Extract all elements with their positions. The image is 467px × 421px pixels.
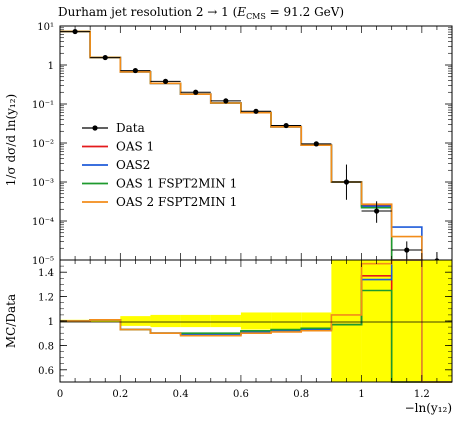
data-point [102, 54, 108, 61]
uncertainty-band-bin [391, 260, 422, 382]
main-y-tick-label: 1 [48, 61, 54, 72]
data-point [343, 179, 350, 185]
data-point [72, 28, 78, 35]
uncertainty-band-bin [120, 316, 151, 326]
data-point [132, 67, 138, 74]
ratio-y-tick-label: 1 [48, 317, 54, 328]
x-ticks: 0 0.2 0.4 0.6 0.8 1 1.2 [57, 26, 453, 400]
legend: Data OAS 1 OAS2 OAS 1 FSPT2MIN 1 OAS 2 FSPT2… [82, 121, 237, 209]
main-panel: 10¹ 1 10⁻¹ 10⁻² 10⁻³ 10⁻⁴ 10⁻⁵ Data OAS 1 OAS2 OA… [32, 22, 453, 272]
title-e: E [236, 5, 246, 19]
main-y-tick-label: 10⁻² [32, 139, 54, 150]
x-axis-label: −ln(y₁₂) [405, 401, 452, 415]
uncertainty-band-bin [271, 312, 302, 330]
legend-marker-data [92, 125, 98, 131]
ratio-y-tick-label: 0.8 [38, 341, 54, 352]
legend-label-oas2: OAS2 [116, 158, 150, 172]
main-y-tick-label: 10⁻³ [32, 178, 54, 189]
ratio-ticks: 0.6 0.8 1 1.2 1.4 [38, 259, 452, 383]
main-y-tick-label: 10⁻⁵ [32, 256, 54, 267]
data-point [283, 122, 289, 129]
uncertainty-band-bin [331, 260, 362, 382]
ratio-y-tick-label: 0.6 [38, 366, 54, 377]
x-tick-label: 1 [358, 389, 364, 400]
data-point [374, 208, 380, 214]
data-point [253, 108, 259, 114]
ratio-y-tick-label: 1.4 [38, 268, 54, 279]
x-tick-label: 0.8 [293, 389, 309, 400]
data-point [162, 78, 169, 84]
legend-label-oas-2-fspt2min-1: OAS 2 FSPT2MIN 1 [116, 195, 237, 209]
legend-label-oas-1-fspt2min-1: OAS 1 FSPT2MIN 1 [116, 177, 237, 191]
ratio-y-axis-label: MC/Data [4, 294, 18, 348]
ratio-panel: 0.6 0.8 1 1.2 1.4 0 0.2 0.4 0.6 0.8 1 1.2 [38, 26, 453, 400]
ratio-y-tick-label: 1.2 [38, 293, 54, 304]
chart-title: Durham jet resolution 2 → 1 (ECMS = 91.2… [58, 5, 344, 21]
legend-label-data: Data [116, 121, 145, 135]
main-y-axis-label: 1/σ dσ/d ln(y₁₂) [4, 94, 18, 186]
main-ticks: 10¹ 1 10⁻¹ 10⁻² 10⁻³ 10⁻⁴ 10⁻⁵ [32, 22, 452, 267]
main-y-tick-label: 10⁻¹ [32, 100, 54, 111]
title-e-sub: CMS [246, 12, 266, 21]
title-rest: = 91.2 GeV) [266, 5, 344, 19]
x-tick-label: 0.4 [173, 389, 189, 400]
uncertainty-band-bin [150, 314, 181, 328]
uncertainty-band-bin [180, 314, 211, 328]
uncertainty-band-bin [210, 314, 241, 328]
x-tick-label: 1.2 [414, 389, 430, 400]
main-y-tick-label: 10⁻⁴ [32, 217, 54, 228]
uncertainty-band-bin [301, 312, 332, 330]
ratio-uncertainty-band [60, 260, 452, 382]
data-point [223, 98, 229, 104]
data-point [404, 247, 410, 253]
uncertainty-band-bin [361, 260, 392, 382]
x-tick-label: 0.6 [233, 389, 249, 400]
uncertainty-band-bin [90, 319, 121, 323]
uncertainty-band-bin [240, 312, 272, 330]
legend-label-oas-1: OAS 1 [116, 140, 154, 154]
title-main: Durham jet resolution 2 → 1 ( [58, 5, 237, 19]
data-point [193, 89, 199, 95]
data-point [313, 141, 319, 147]
x-tick-label: 0 [57, 389, 63, 400]
main-y-tick-label: 10¹ [37, 22, 54, 33]
x-tick-label: 0.2 [112, 389, 128, 400]
